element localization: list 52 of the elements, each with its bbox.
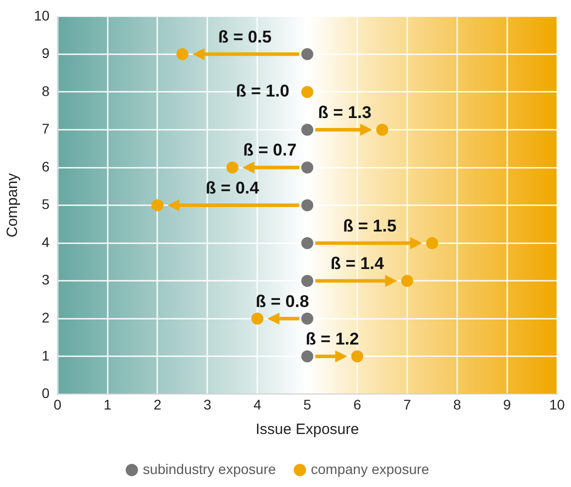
y-tick-label: 7 [42, 120, 50, 137]
x-tick-label: 3 [204, 396, 212, 412]
legend-label: company exposure [310, 460, 430, 477]
x-tick-label: 4 [253, 396, 262, 412]
legend-label: subindustry exposure [142, 460, 276, 477]
y-tick-label: 3 [42, 272, 50, 288]
x-tick-label: 1 [104, 396, 112, 412]
y-tick-label: 1 [42, 347, 50, 364]
point [301, 312, 314, 325]
point [151, 199, 164, 212]
annotation: ß = 1.0 [236, 82, 290, 101]
annotation: ß = 1.3 [318, 102, 372, 122]
point [401, 274, 414, 287]
y-tick-label: 10 [34, 7, 50, 24]
y-axis-title: Company [4, 172, 22, 238]
x-tick-label: 9 [503, 396, 512, 412]
y-tick-label: 9 [42, 45, 50, 62]
point [301, 48, 314, 60]
point [376, 124, 388, 136]
point [176, 48, 188, 60]
x-tick-label: 7 [403, 396, 412, 412]
y-tick-label: 4 [42, 234, 50, 250]
point [301, 162, 314, 174]
y-tick-label: 6 [42, 158, 50, 174]
annotation: ß = 1.5 [343, 216, 396, 236]
annotation: ß = 0.5 [218, 27, 272, 46]
point [351, 350, 364, 362]
point [226, 162, 238, 174]
x-tick-label: 2 [154, 396, 162, 412]
y-tick-label: 2 [42, 310, 50, 326]
x-tick-label: 8 [453, 396, 462, 412]
x-tick-label: 6 [353, 396, 362, 412]
point [301, 274, 314, 287]
point [301, 86, 314, 98]
point [301, 237, 314, 250]
annotation: ß = 0.4 [206, 178, 260, 198]
y-tick-label: 5 [42, 196, 50, 212]
point [301, 124, 314, 136]
y-tick-label: 8 [42, 82, 50, 99]
x-tick-label: 0 [54, 396, 62, 412]
y-tick-label: 0 [42, 385, 50, 402]
x-axis-title: Issue Exposure [256, 421, 359, 438]
annotation: ß = 1.4 [330, 254, 384, 274]
x-tick-label: 10 [549, 396, 565, 412]
point [301, 350, 314, 362]
annotation: ß = 0.8 [256, 292, 310, 311]
annotation: ß = 0.7 [243, 140, 297, 160]
point [251, 312, 264, 325]
point [426, 237, 438, 250]
x-tick-label: 5 [303, 396, 312, 412]
point [301, 199, 314, 212]
annotation: ß = 1.2 [306, 330, 359, 349]
